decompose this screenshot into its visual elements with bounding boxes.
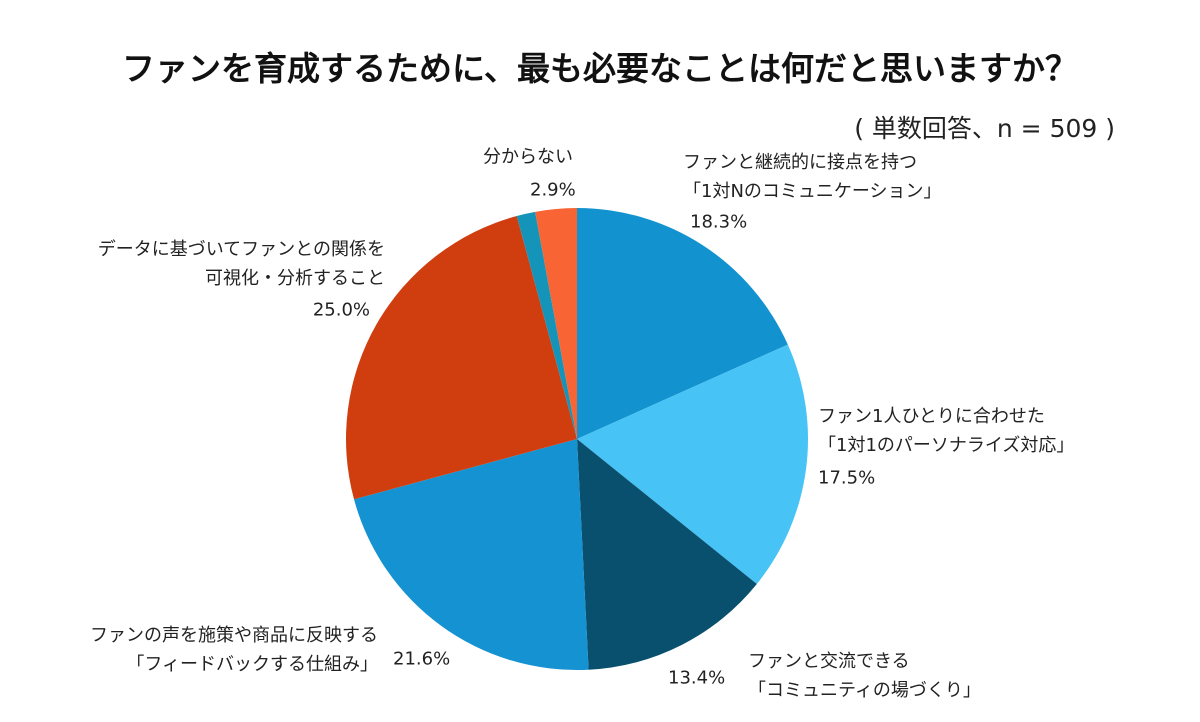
slice-label: ファンと継続的に接点を持つ 「1対Nのコミュニケーション」 xyxy=(683,152,942,202)
pie-slice xyxy=(516,211,577,439)
chart-subtitle: ( 単数回答、n = 509 ) xyxy=(854,114,1115,143)
value-label: 13.4% xyxy=(668,667,726,689)
pie-slice xyxy=(577,344,808,584)
value-label: 25.0% xyxy=(312,299,370,321)
slice-label: ファンの声を施策や商品に反映する 「フィードバックする仕組み」 xyxy=(90,625,378,675)
pie-slice xyxy=(577,439,757,670)
slice-label: ファンと交流できる 「コミュニティの場づくり」 xyxy=(748,651,981,701)
value-label: 21.6% xyxy=(393,648,451,670)
slice-label: データに基づいてファンとの関係を 可視化・分析すること xyxy=(97,239,385,289)
value-label: 17.5% xyxy=(818,467,876,489)
pie-slice xyxy=(353,439,589,671)
pie-slice xyxy=(345,215,577,500)
chart-title: ファンを育成するために、最も必要なことは何だと思いますか？ xyxy=(121,49,1078,88)
slice-label: 分からない xyxy=(483,146,573,168)
value-label: 2.9% xyxy=(530,179,576,201)
pie-slice xyxy=(577,208,788,439)
pie-slice xyxy=(535,208,577,439)
slice-label: ファン1人ひとりに合わせた 「1対1のパーソナライズ対応」 xyxy=(818,406,1075,456)
value-label: 18.3% xyxy=(690,211,748,233)
